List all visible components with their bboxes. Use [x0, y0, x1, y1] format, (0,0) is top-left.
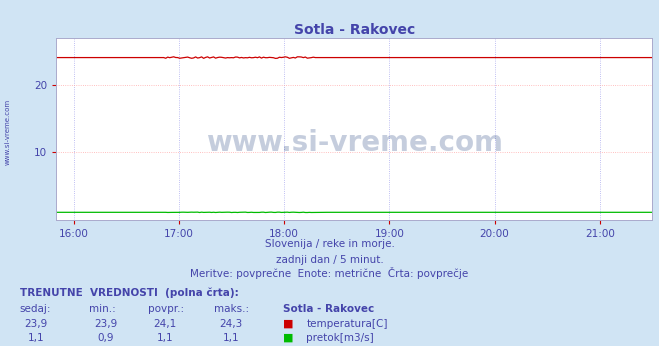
Text: 23,9: 23,9	[24, 319, 48, 329]
Text: 0,9: 0,9	[97, 333, 114, 343]
Text: www.si-vreme.com: www.si-vreme.com	[206, 129, 503, 157]
Text: 24,1: 24,1	[153, 319, 177, 329]
Text: temperatura[C]: temperatura[C]	[306, 319, 388, 329]
Title: Sotla - Rakovec: Sotla - Rakovec	[294, 23, 415, 37]
Text: min.:: min.:	[89, 304, 116, 314]
Text: zadnji dan / 5 minut.: zadnji dan / 5 minut.	[275, 255, 384, 265]
Text: 1,1: 1,1	[28, 333, 45, 343]
Text: TRENUTNE  VREDNOSTI  (polna črta):: TRENUTNE VREDNOSTI (polna črta):	[20, 287, 239, 298]
Text: 24,3: 24,3	[219, 319, 243, 329]
Text: povpr.:: povpr.:	[148, 304, 185, 314]
Text: sedaj:: sedaj:	[20, 304, 51, 314]
Text: Sotla - Rakovec: Sotla - Rakovec	[283, 304, 374, 314]
Text: 1,1: 1,1	[156, 333, 173, 343]
Text: www.si-vreme.com: www.si-vreme.com	[5, 98, 11, 165]
Text: 23,9: 23,9	[94, 319, 117, 329]
Text: Meritve: povprečne  Enote: metrične  Črta: povprečje: Meritve: povprečne Enote: metrične Črta:…	[190, 267, 469, 280]
Text: Slovenija / reke in morje.: Slovenija / reke in morje.	[264, 239, 395, 249]
Text: maks.:: maks.:	[214, 304, 249, 314]
Text: 1,1: 1,1	[222, 333, 239, 343]
Text: ■: ■	[283, 319, 294, 329]
Text: pretok[m3/s]: pretok[m3/s]	[306, 333, 374, 343]
Text: ■: ■	[283, 333, 294, 343]
